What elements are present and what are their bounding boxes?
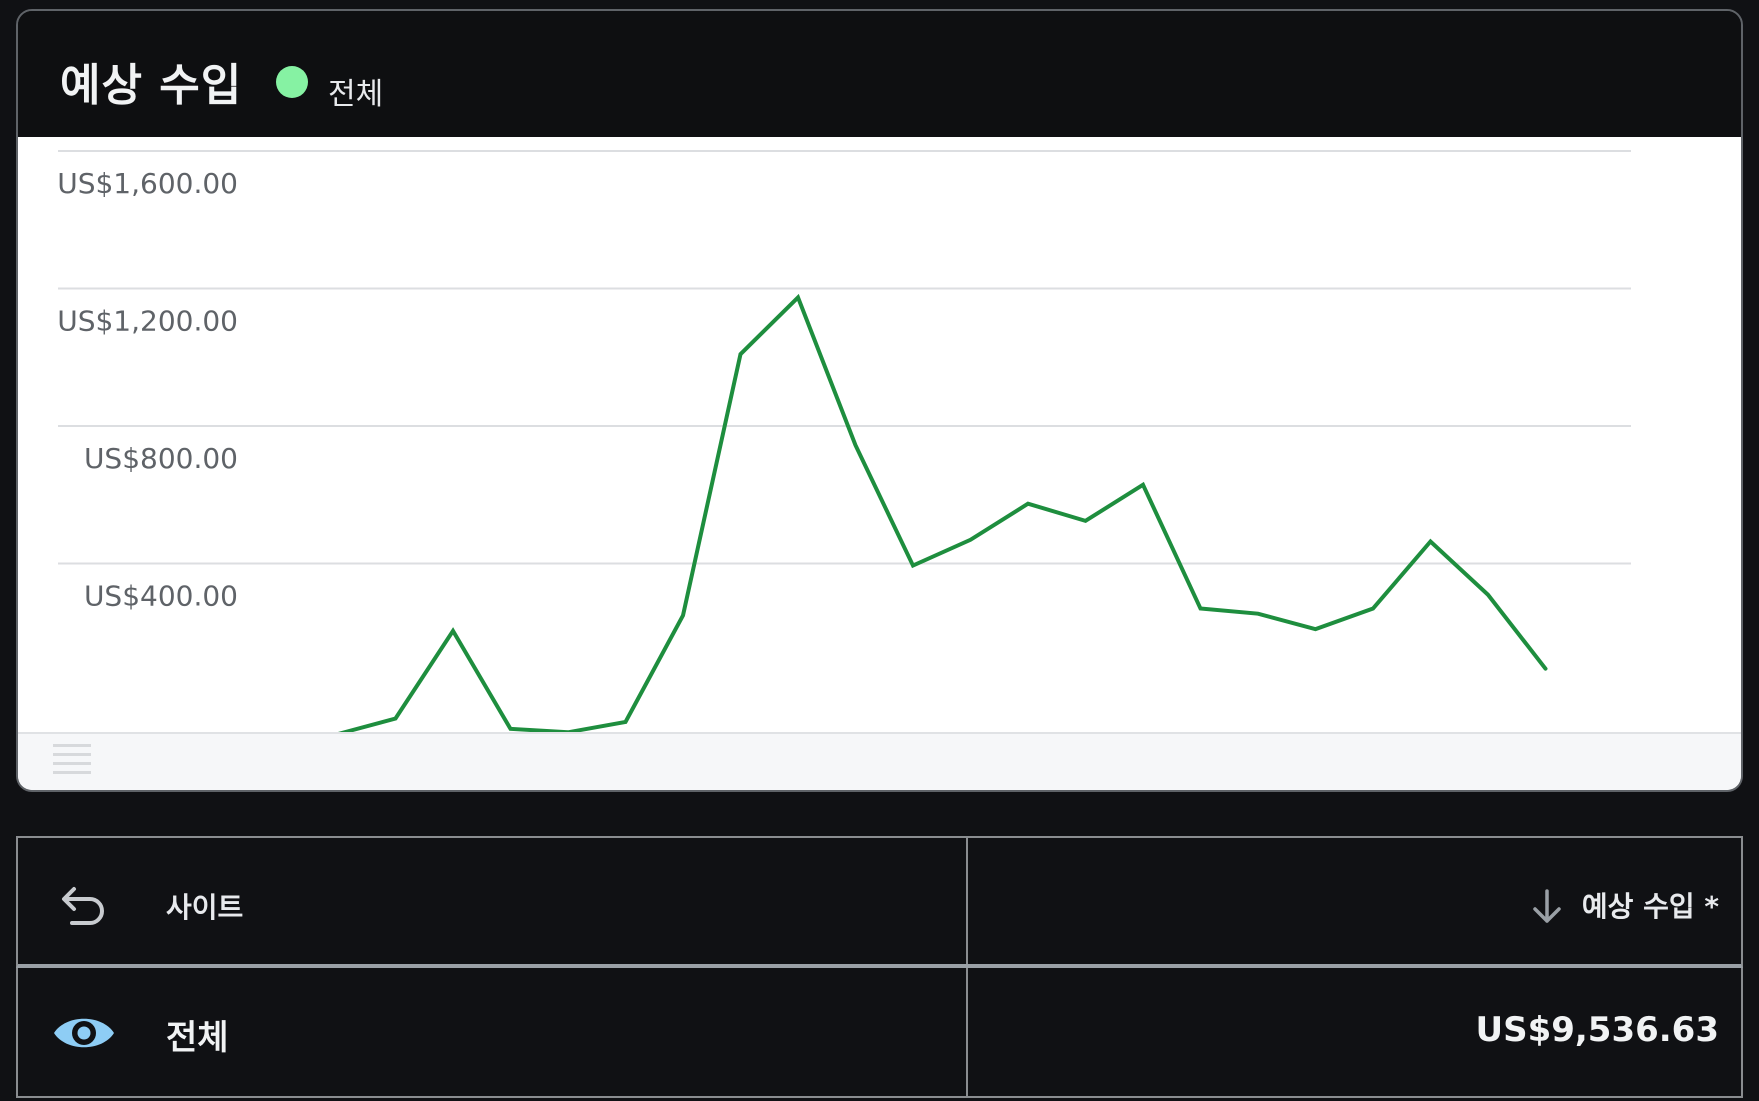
chart-plot-area: US$400.00 US$800.00 US$1,200.00 US$1,600.00… [18,137,1741,790]
sites-table: 사이트 예상 수입 * 전체 US$9,536.63 [16,836,1743,1098]
y-tick-label: US$1,600.00 [57,167,238,200]
y-tick-label: US$1,200.00 [57,305,238,338]
y-tick-label: US$400.00 [84,580,238,613]
column-header-earnings[interactable]: 예상 수입 * [1581,890,1719,923]
legend-dot-all[interactable] [276,66,308,98]
column-divider [966,838,968,964]
table-header-row: 사이트 예상 수입 * [16,838,1743,968]
column-divider [966,968,968,1096]
line-chart: US$400.00 US$800.00 US$1,200.00 US$1,600.00… [57,150,1631,785]
arrow-down-icon[interactable] [1530,887,1564,927]
row-site-name: 전체 [166,1018,229,1058]
y-tick-label: US$800.00 [84,442,238,475]
undo-arrow-icon[interactable] [60,880,110,930]
row-earnings-value: US$9,536.63 [1475,1010,1719,1050]
eye-icon[interactable] [52,1008,116,1058]
x-axis-bar [18,732,1741,790]
legend-label-all[interactable]: 전체 [328,77,384,112]
table-row[interactable]: 전체 US$9,536.63 [16,968,1743,1098]
chart-header: 예상 수입 전체 [18,11,1741,137]
earnings-chart-card: 예상 수입 전체 US$400.00 US$800.00 US$1,200.00 US… [16,9,1743,792]
column-header-site[interactable]: 사이트 [166,891,244,924]
chart-card-title: 예상 수입 [60,60,243,111]
series-line-all [336,293,1548,736]
menu-lines-icon[interactable] [53,744,91,778]
